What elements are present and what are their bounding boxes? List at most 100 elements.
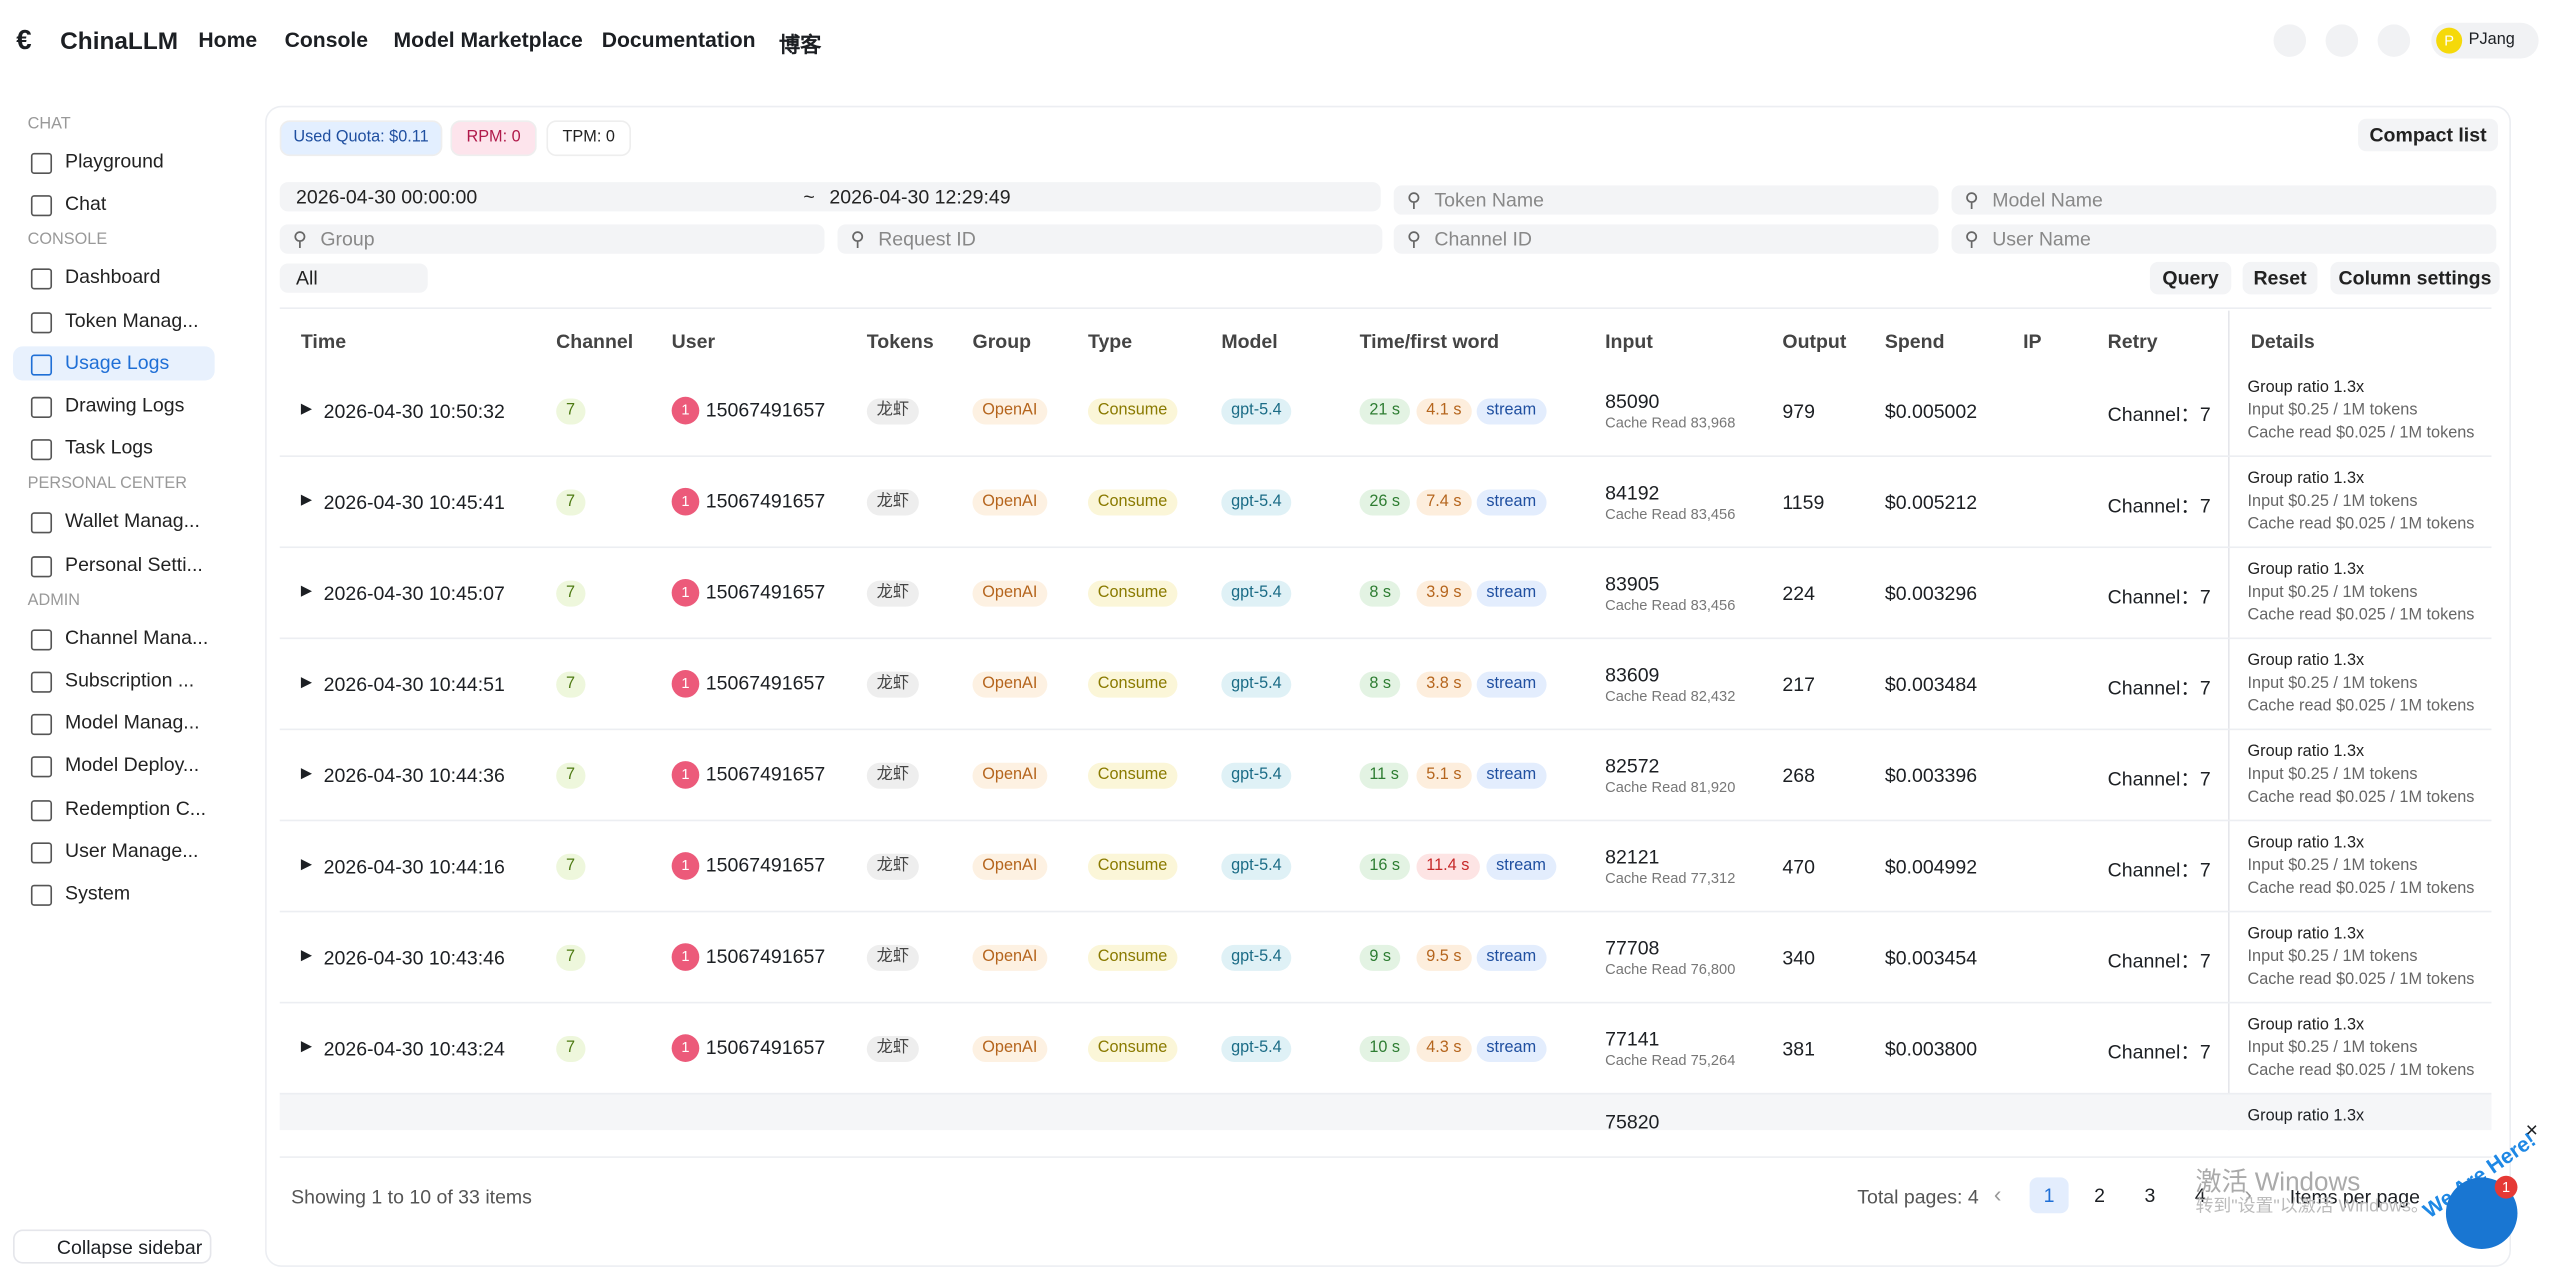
retry-cell: Channel：7: [2107, 494, 2211, 518]
filter-button[interactable]: Reset: [2242, 261, 2318, 295]
retry-cell: Channel：7: [2107, 1040, 2211, 1064]
channel-tag: 7: [556, 762, 585, 789]
per-page[interactable]: Items per page: [2289, 1185, 2420, 1209]
output-cell: 217: [1782, 673, 1815, 697]
search-input[interactable]: ⚲ Group: [279, 224, 825, 254]
nav-link[interactable]: Documentation: [601, 27, 756, 53]
expand-arrow[interactable]: ▶: [300, 673, 313, 690]
user-avatar: 1: [671, 396, 700, 425]
menu-item[interactable]: System: [13, 877, 215, 911]
column-header: Model: [1221, 330, 1278, 353]
menu-item[interactable]: Model Manag...: [13, 706, 215, 740]
compact-button[interactable]: Compact list: [2358, 118, 2498, 152]
language-button[interactable]: [2377, 24, 2411, 57]
details-line: Cache read $0.025 / 1M tokens: [2247, 970, 2475, 989]
spend-cell: $0.005212: [1884, 491, 1978, 514]
menu-label: Token Manag...: [65, 308, 199, 332]
details-line: Cache read $0.025 / 1M tokens: [2247, 515, 2475, 534]
table-bottom: [266, 1130, 2510, 1266]
type-tag: Consume: [1087, 398, 1178, 425]
date-range[interactable]: 2026-04-30 00:00:00 ~2026-04-30 12:29:49: [279, 182, 1381, 212]
widget-close[interactable]: ×: [2525, 1117, 2538, 1142]
stream-tag: stream: [1476, 580, 1546, 607]
watermark-sub: 转到"设置"以激活 Windows。: [2195, 1196, 2429, 1217]
expand-arrow[interactable]: ▶: [300, 400, 313, 417]
details-line: Cache read $0.025 / 1M tokens: [2247, 879, 2475, 898]
model-tag: gpt-5.4: [1221, 671, 1292, 698]
nav-link[interactable]: 博客: [778, 32, 822, 57]
type-select[interactable]: All: [279, 263, 428, 293]
details-line: Input $0.25 / 1M tokens: [2247, 583, 2418, 602]
first-word-tag: 3.8 s: [1416, 671, 1472, 698]
input-cell: 77708: [1605, 936, 1660, 960]
menu-item[interactable]: Usage Logs: [13, 346, 215, 381]
expand-arrow[interactable]: ▶: [300, 764, 313, 781]
menu-item[interactable]: Personal Setti...: [13, 547, 215, 581]
details-line: Group ratio 1.3x: [2247, 469, 2365, 488]
search-input[interactable]: ⚲ Request ID: [837, 224, 1383, 254]
menu-item[interactable]: Subscription ...: [13, 664, 215, 698]
filter-button[interactable]: Query: [2149, 261, 2232, 295]
nav-link[interactable]: Home: [198, 27, 258, 53]
menu-item[interactable]: Model Deploy...: [13, 749, 215, 783]
menu-item[interactable]: Token Manag...: [13, 303, 215, 337]
next-page[interactable]: ›: [2244, 1180, 2252, 1207]
time-cell: 2026-04-30 10:44:51: [323, 673, 505, 697]
output-cell: 979: [1782, 400, 1815, 423]
menu-item[interactable]: Redemption C...: [13, 791, 215, 825]
details-line: Group ratio 1.3x: [2247, 834, 2365, 853]
menu-item[interactable]: Task Logs: [13, 431, 215, 465]
placeholder: Model Name: [1992, 188, 2103, 212]
token-tag: 龙虾: [866, 671, 919, 698]
menu-item[interactable]: Dashboard: [13, 261, 215, 295]
expand-arrow[interactable]: ▶: [300, 1037, 313, 1054]
retry-cell: Channel：7: [2107, 767, 2211, 791]
search-input[interactable]: ⚲ User Name: [1951, 224, 2497, 254]
menu-icon: [30, 799, 53, 821]
column-header: Type: [1087, 330, 1133, 353]
logs-card: Used Quota: $0.11 RPM: 0 TPM: 0 Compact lis…: [265, 105, 2511, 1267]
details-line: Input $0.25 / 1M tokens: [2247, 492, 2418, 511]
theme-button[interactable]: [2325, 24, 2359, 57]
row-divider: [279, 637, 2492, 640]
menu-item[interactable]: User Manage...: [13, 834, 215, 868]
nav-link[interactable]: Model Marketplace: [393, 27, 583, 53]
menu-item[interactable]: Channel Mana...: [13, 621, 215, 655]
expand-arrow[interactable]: ▶: [300, 582, 313, 599]
time-tag: 11 s: [1359, 762, 1409, 789]
brand: ChinaLLM: [60, 27, 179, 56]
search-input[interactable]: ⚲ Model Name: [1951, 185, 2497, 215]
retry-cell: Channel：7: [2107, 403, 2211, 427]
column-header: Spend: [1884, 330, 1945, 353]
menu-item[interactable]: Drawing Logs: [13, 389, 215, 423]
column-header: Group: [972, 330, 1032, 353]
group-tag: OpenAI: [972, 489, 1048, 516]
expand-arrow[interactable]: ▶: [300, 855, 313, 872]
stat-badge: Used Quota: $0.11: [279, 120, 443, 157]
collapse-button[interactable]: Collapse sidebar: [13, 1229, 212, 1264]
filter-button[interactable]: Column settings: [2330, 261, 2500, 295]
output-cell: 381: [1782, 1037, 1815, 1061]
menu-label: Subscription ...: [65, 668, 195, 692]
menu-item[interactable]: Chat: [13, 187, 215, 221]
chat-widget[interactable]: 1: [2445, 1175, 2518, 1249]
total-pages: Total pages: 4: [1857, 1185, 1979, 1209]
user-cell: 15067491657: [705, 580, 826, 604]
menu-item[interactable]: Playground: [13, 145, 215, 179]
cache-cell: Cache Read 83,968: [1605, 414, 1736, 431]
nav-link[interactable]: Console: [284, 27, 369, 53]
search-input[interactable]: ⚲ Token Name: [1393, 185, 1939, 215]
user-menu[interactable]: P PJang: [2431, 22, 2539, 59]
search-input[interactable]: ⚲ Channel ID: [1393, 224, 1939, 254]
notification-button[interactable]: [2273, 24, 2307, 57]
page-button[interactable]: 3: [2144, 1183, 2156, 1207]
page-button[interactable]: 1: [2029, 1177, 2069, 1214]
prev-page[interactable]: ‹: [1993, 1180, 2002, 1207]
page-button[interactable]: 2: [2094, 1183, 2105, 1207]
token-tag: 龙虾: [866, 398, 919, 425]
page-button[interactable]: 4: [2194, 1183, 2206, 1207]
expand-arrow[interactable]: ▶: [300, 946, 313, 963]
menu-item[interactable]: Wallet Manag...: [13, 505, 215, 539]
details-line: Group ratio 1.3x: [2247, 1107, 2365, 1126]
expand-arrow[interactable]: ▶: [300, 491, 313, 508]
